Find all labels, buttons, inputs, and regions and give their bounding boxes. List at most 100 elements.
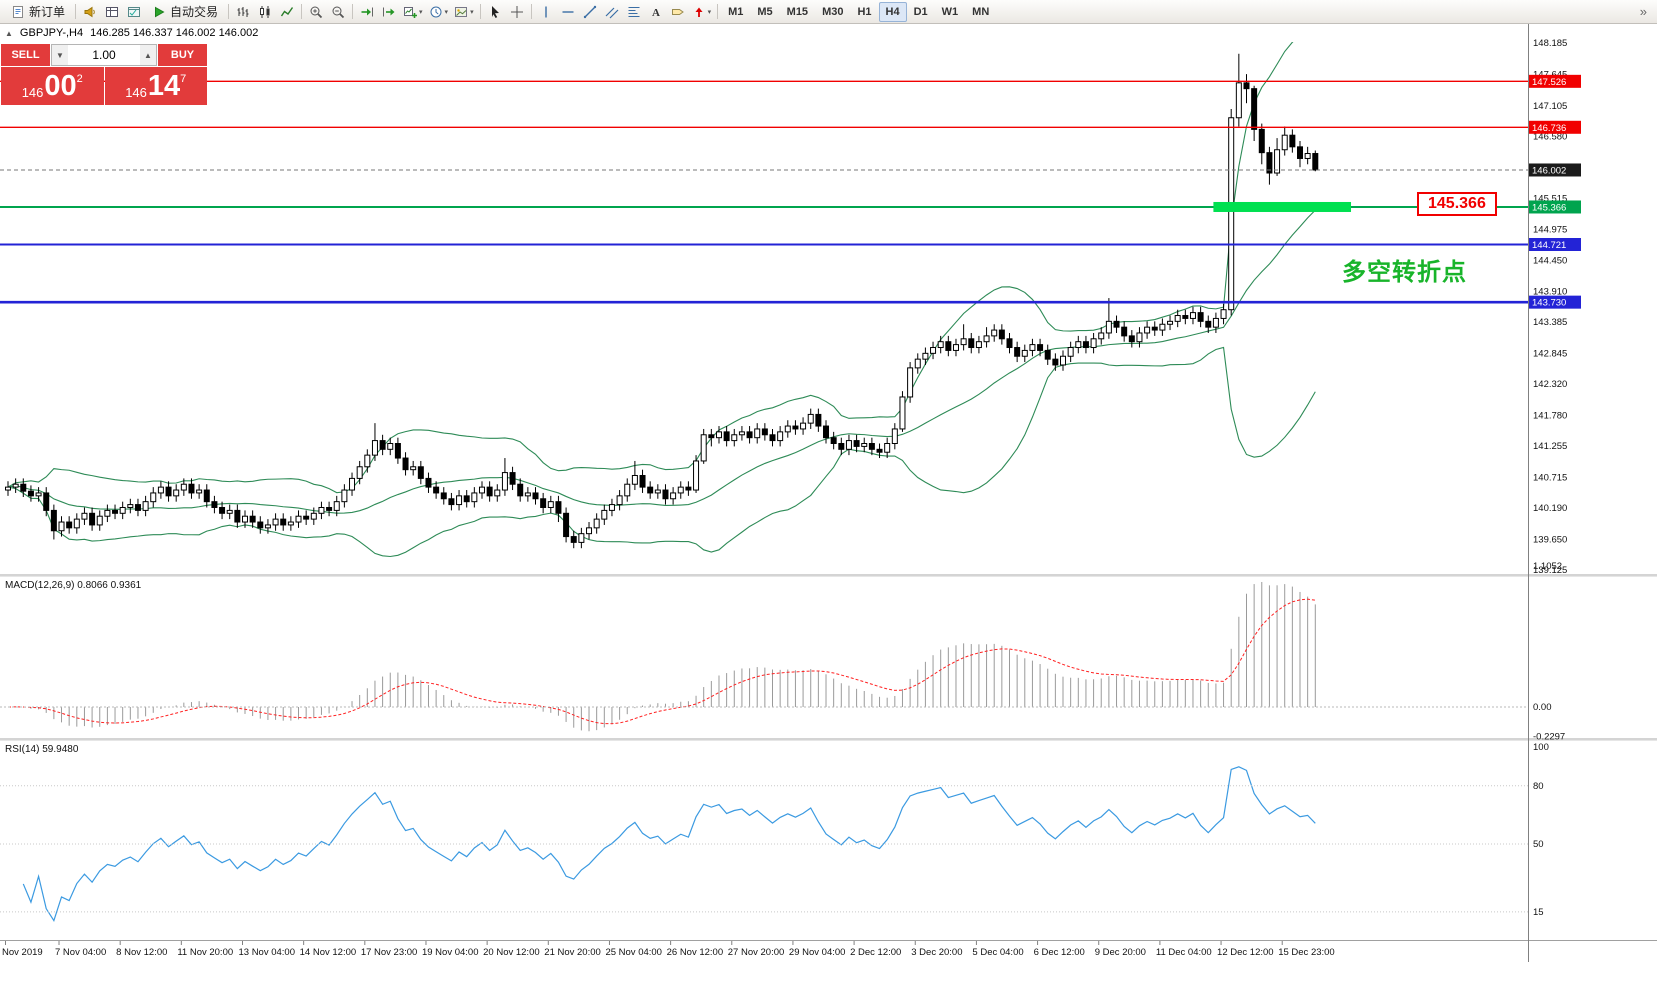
volume-input[interactable] bbox=[68, 45, 140, 65]
cursor-button[interactable] bbox=[484, 2, 506, 22]
time-axis-label: 8 Nov 12:00 bbox=[116, 947, 167, 958]
price-tag-label: 147.526 bbox=[1532, 77, 1566, 88]
macd-histogram bbox=[15, 582, 1316, 732]
templates-button[interactable]: ▾ bbox=[451, 2, 477, 22]
price-level-label[interactable]: 145.366 bbox=[1417, 192, 1497, 216]
time-axis-label: 3 Dec 20:00 bbox=[911, 947, 962, 958]
tf-m1-button[interactable]: M1 bbox=[721, 2, 750, 22]
alerts-button[interactable] bbox=[79, 2, 101, 22]
candlestick-mode-icon bbox=[258, 5, 272, 19]
ohlc-readout: 146.285 146.337 146.002 146.002 bbox=[90, 27, 259, 39]
new-chart-button[interactable]: ▾ bbox=[400, 2, 426, 22]
buy-price-button[interactable]: 146 14 7 bbox=[104, 67, 207, 105]
toolbar-separator bbox=[228, 4, 230, 19]
buy-price-pips: 14 bbox=[147, 70, 181, 102]
fibonacci-button[interactable] bbox=[623, 2, 645, 22]
price-axis-label: 139.125 bbox=[1533, 565, 1567, 576]
toolbar-overflow-icon[interactable]: » bbox=[1639, 4, 1647, 19]
crosshair-button[interactable] bbox=[506, 2, 528, 22]
rsi-axis-label: 50 bbox=[1533, 839, 1544, 850]
equidistant-channel-icon bbox=[605, 5, 619, 19]
panel-collapse-icon[interactable]: ▲ bbox=[5, 28, 13, 38]
autotrading-label: 自动交易 bbox=[170, 5, 219, 19]
tf-h1-button[interactable]: H1 bbox=[850, 2, 878, 22]
tf-h4-button[interactable]: H4 bbox=[878, 1, 907, 22]
toolbar-separator bbox=[717, 4, 719, 19]
price-pane bbox=[0, 42, 1528, 558]
autotrading-button[interactable]: 自动交易 bbox=[145, 2, 225, 22]
time-axis-label: 19 Nov 04:00 bbox=[422, 947, 479, 958]
rsi-axis-label: 80 bbox=[1533, 781, 1544, 792]
price-axis-label: 140.190 bbox=[1533, 503, 1567, 514]
trendline-button[interactable] bbox=[579, 2, 601, 22]
vertical-line-button[interactable] bbox=[535, 2, 557, 22]
text-label-icon bbox=[671, 5, 685, 19]
text-label-button[interactable] bbox=[667, 2, 689, 22]
periods-button[interactable]: ▾ bbox=[426, 2, 452, 22]
horizontal-line-button[interactable] bbox=[557, 2, 579, 22]
line-chart-mode-button[interactable] bbox=[276, 2, 298, 22]
rsi-line bbox=[22, 766, 1316, 922]
line-chart-mode-icon bbox=[280, 5, 294, 19]
time-axis-label: 13 Nov 04:00 bbox=[238, 947, 295, 958]
turning-point-annotation: 多空转折点 bbox=[1342, 259, 1467, 286]
tf-m15-button[interactable]: M15 bbox=[780, 2, 815, 22]
tf-h1-label: H1 bbox=[857, 5, 872, 18]
tf-m5-button[interactable]: M5 bbox=[750, 2, 779, 22]
arrows-icon bbox=[692, 5, 706, 19]
text-button[interactable]: A bbox=[645, 2, 667, 22]
zoom-in-button[interactable] bbox=[305, 2, 327, 22]
rsi-pane bbox=[22, 766, 1316, 922]
zoom-in-icon bbox=[309, 5, 323, 19]
price-axis-label: 142.845 bbox=[1533, 349, 1567, 360]
chart-shift-icon bbox=[382, 5, 396, 19]
tf-w1-button[interactable]: W1 bbox=[935, 2, 966, 22]
market-watch-button[interactable] bbox=[101, 2, 123, 22]
price-axis: 148.185147.645147.105146.580145.515144.9… bbox=[1529, 38, 1581, 576]
auto-scroll-button[interactable] bbox=[356, 2, 378, 22]
tf-m5-label: M5 bbox=[757, 5, 773, 18]
alerts-icon bbox=[83, 5, 97, 19]
price-tag-label: 144.721 bbox=[1532, 240, 1566, 251]
bollinger-lower-band bbox=[7, 346, 1316, 558]
tf-d1-button[interactable]: D1 bbox=[907, 2, 935, 22]
sell-button[interactable]: SELL bbox=[1, 44, 50, 66]
sell-price-button[interactable]: 146 00 2 bbox=[1, 67, 104, 105]
price-tag bbox=[1529, 74, 1581, 88]
tf-w1-label: W1 bbox=[941, 5, 959, 18]
new-order-button[interactable]: 新订单 bbox=[4, 2, 72, 22]
time-axis-label: 2 Dec 12:00 bbox=[850, 947, 901, 958]
market-watch-icon bbox=[105, 5, 119, 19]
toolbar-separator bbox=[530, 4, 532, 19]
trendline-icon bbox=[583, 5, 597, 19]
time-axis-label: 21 Nov 20:00 bbox=[544, 947, 601, 958]
sell-price-pips: 00 bbox=[44, 70, 77, 102]
volume-decrease-button[interactable]: ▼ bbox=[52, 45, 68, 65]
toolbar-separator bbox=[352, 4, 354, 19]
zoom-out-icon bbox=[331, 5, 345, 19]
tf-mn-button[interactable]: MN bbox=[965, 2, 996, 22]
volume-increase-button[interactable]: ▲ bbox=[140, 45, 156, 65]
price-tag-label: 145.366 bbox=[1532, 202, 1566, 213]
price-tag-label: 143.730 bbox=[1532, 298, 1566, 309]
chart-shift-button[interactable] bbox=[378, 2, 400, 22]
price-axis-label: 144.975 bbox=[1533, 225, 1567, 236]
toolbar-separator bbox=[479, 4, 481, 19]
arrows-button[interactable]: ▾ bbox=[689, 2, 715, 22]
bar-chart-mode-button[interactable] bbox=[232, 2, 254, 22]
candlestick-mode-button[interactable] bbox=[254, 2, 276, 22]
tf-m30-button[interactable]: M30 bbox=[815, 2, 850, 22]
zoom-out-button[interactable] bbox=[327, 2, 349, 22]
auto-scroll-icon bbox=[360, 5, 374, 19]
buy-button[interactable]: BUY bbox=[158, 44, 207, 66]
equidistant-channel-button[interactable] bbox=[601, 2, 623, 22]
one-click-trading-panel: SELL ▼ ▲ BUY 146 00 2 146 14 7 bbox=[1, 44, 207, 105]
data-window-button[interactable] bbox=[123, 2, 145, 22]
support-zone-highlight[interactable] bbox=[1213, 201, 1352, 212]
tf-mn-label: MN bbox=[972, 5, 990, 18]
time-axis-label: 7 Nov 04:00 bbox=[55, 947, 106, 958]
tf-d1-label: D1 bbox=[913, 5, 928, 18]
buy-price-big-figure: 146 bbox=[125, 85, 147, 100]
dropdown-caret-icon: ▾ bbox=[419, 8, 423, 16]
